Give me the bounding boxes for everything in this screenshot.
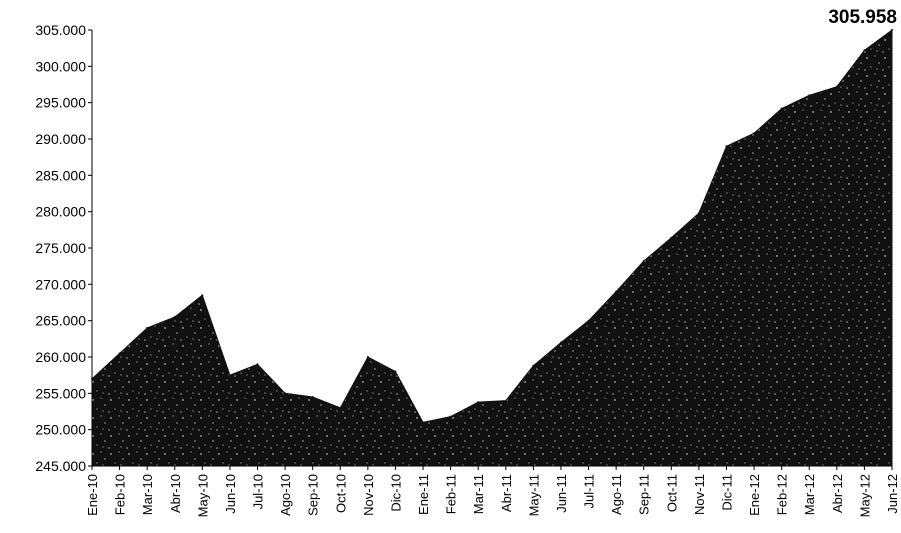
data-point-Oct-11 bbox=[670, 236, 673, 239]
x-tick-label: Ago-11 bbox=[609, 474, 624, 515]
data-point-Abr-12 bbox=[835, 85, 838, 88]
x-tick-label: May-10 bbox=[195, 474, 210, 517]
data-point-Feb-10 bbox=[118, 352, 121, 355]
x-tick-label: Ene-12 bbox=[747, 474, 762, 516]
y-tick-label: 300.000 bbox=[35, 58, 86, 74]
y-tick-label: 295.000 bbox=[35, 95, 86, 111]
area-series bbox=[91, 29, 893, 467]
x-tick-label: Feb-10 bbox=[113, 474, 128, 515]
y-tick-label: 285.000 bbox=[35, 167, 86, 183]
data-point-Mar-10 bbox=[146, 326, 149, 329]
x-tick-labels: Ene-10 Feb-10 Mar-10 Abr-10 May-10 Jun-10 Jul-… bbox=[85, 474, 900, 517]
x-tick-label: Mar-12 bbox=[802, 474, 817, 515]
data-point-Ago-11 bbox=[615, 290, 618, 293]
data-point-Abr-11 bbox=[504, 399, 507, 402]
x-tick-label: Feb-12 bbox=[775, 474, 790, 515]
axes bbox=[88, 29, 893, 470]
data-point-Dic-11 bbox=[725, 145, 728, 148]
x-tick-label: Jul-10 bbox=[251, 474, 266, 509]
x-tick-label: Ene-11 bbox=[416, 474, 431, 515]
x-tick-label: Nov-10 bbox=[361, 474, 376, 516]
data-point-Feb-11 bbox=[449, 415, 452, 418]
data-point-May-10 bbox=[201, 294, 204, 297]
y-tick-label: 290.000 bbox=[35, 131, 86, 147]
x-tick-label: Jun-12 bbox=[885, 474, 900, 514]
y-tick-label: 305.000 bbox=[35, 22, 86, 38]
data-point-Ene-12 bbox=[753, 132, 756, 135]
data-point-Sep-10 bbox=[311, 396, 314, 398]
x-tick-label: Sep-11 bbox=[637, 474, 652, 515]
data-point-Ago-10 bbox=[284, 392, 287, 395]
data-point-Jul-10 bbox=[256, 363, 259, 366]
data-point-Dic-10 bbox=[394, 370, 397, 373]
x-tick-label: Dic-11 bbox=[719, 474, 734, 511]
x-tick-label: Oct-10 bbox=[333, 474, 348, 513]
y-tick-label: 265.000 bbox=[35, 313, 86, 329]
data-point-Oct-10 bbox=[339, 406, 342, 409]
x-tick-label: Jun-11 bbox=[554, 474, 569, 513]
x-tick-label: Nov-11 bbox=[692, 474, 707, 515]
x-tick-label: Jul-11 bbox=[582, 474, 597, 508]
data-point-Sep-11 bbox=[642, 260, 645, 263]
x-tick-label: Mar-11 bbox=[471, 474, 486, 514]
x-tick-label: Oct-11 bbox=[664, 474, 679, 512]
data-point-Nov-10 bbox=[366, 356, 369, 358]
x-tick-label: Ago-10 bbox=[278, 474, 293, 516]
y-tick-label: 245.000 bbox=[35, 458, 86, 474]
x-tick-label: Mar-10 bbox=[140, 474, 155, 515]
data-point-Nov-11 bbox=[697, 212, 700, 215]
x-tick-label: Abr-11 bbox=[499, 474, 514, 512]
x-tick-label: Dic-10 bbox=[388, 474, 403, 512]
data-point-Mar-11 bbox=[477, 401, 480, 404]
data-point-May-11 bbox=[532, 364, 535, 367]
y-tick-label: 280.000 bbox=[35, 204, 86, 220]
area-series-0 bbox=[91, 29, 893, 467]
data-point-Jun-12 bbox=[891, 29, 893, 31]
y-tick-label: 255.000 bbox=[35, 385, 86, 401]
y-tick-labels: 305.000 300.000 295.000 290.000 285.000 280.0… bbox=[35, 22, 86, 474]
y-tick-label: 260.000 bbox=[35, 349, 86, 365]
x-tick-label: Abr-10 bbox=[168, 474, 183, 513]
y-tick-label: 270.000 bbox=[35, 276, 86, 292]
x-tick-label: Sep-10 bbox=[306, 474, 321, 516]
data-point-Jun-10 bbox=[228, 374, 231, 377]
x-tick-label: Feb-11 bbox=[444, 474, 459, 514]
last-value-data-label: 305.958 bbox=[828, 7, 897, 28]
y-tick-label: 250.000 bbox=[35, 422, 86, 438]
data-point-Jun-11 bbox=[560, 341, 562, 344]
x-tick-label: Abr-12 bbox=[830, 474, 845, 513]
x-tick-label: May-11 bbox=[526, 474, 541, 516]
data-point-May-12 bbox=[863, 49, 866, 52]
data-point-Jul-11 bbox=[587, 319, 590, 322]
data-point-Ene-11 bbox=[422, 421, 424, 424]
x-tick-label: May-12 bbox=[857, 474, 872, 517]
data-point-Abr-10 bbox=[173, 316, 176, 318]
data-point-Feb-12 bbox=[780, 107, 783, 110]
x-tick-label: Ene-10 bbox=[85, 474, 100, 516]
data-point-Mar-12 bbox=[808, 94, 811, 97]
y-tick-label: 275.000 bbox=[35, 240, 86, 256]
x-tick-label: Jun-10 bbox=[223, 474, 238, 514]
